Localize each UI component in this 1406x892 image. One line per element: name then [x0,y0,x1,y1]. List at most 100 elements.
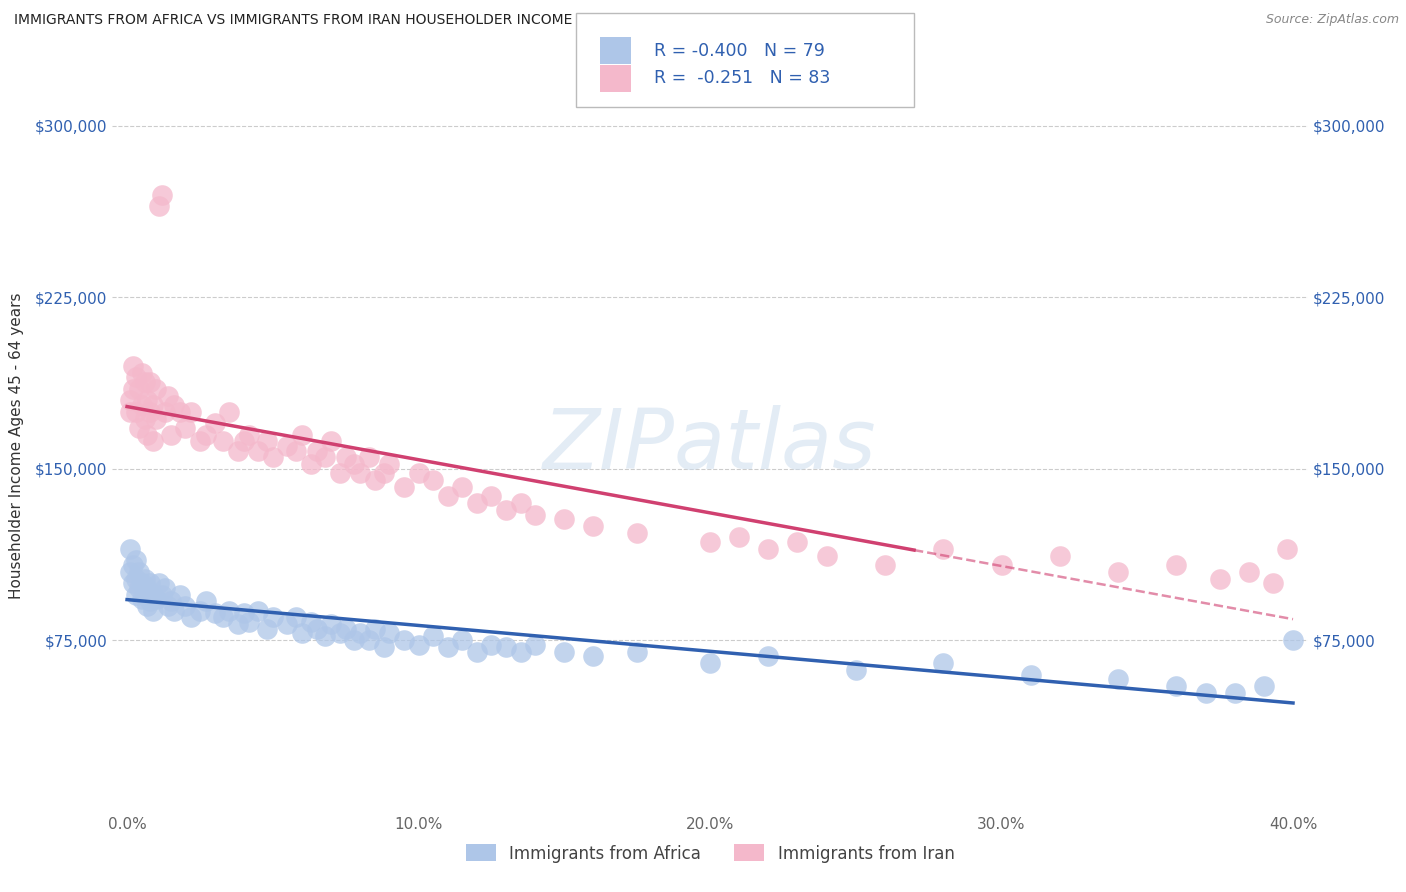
Point [128,581,150,595]
Point [1223,686,1246,700]
Point [174,420,197,434]
Point [212,434,235,449]
Point [136,581,159,595]
Point [873,558,896,572]
Point [148,576,170,591]
Point [329,626,352,640]
Point [319,434,342,449]
Point [150,588,173,602]
Point [343,633,366,648]
Point [436,640,458,655]
Point [148,199,170,213]
Point [408,638,430,652]
Point [335,450,357,465]
Point [131,366,153,380]
Point [163,603,186,617]
Point [180,405,202,419]
Point [329,467,352,481]
Point [436,489,458,503]
Point [134,411,156,425]
Point [364,473,387,487]
Point [134,588,156,602]
Point [150,187,173,202]
Point [218,603,240,617]
Point [276,617,298,632]
Point [1239,565,1261,579]
Point [451,480,474,494]
Point [699,535,721,549]
Point [204,606,226,620]
Point [226,617,249,632]
Point [305,443,328,458]
Point [756,649,779,664]
Point [495,640,517,655]
Point [118,541,141,556]
Point [524,508,547,522]
Point [1107,565,1129,579]
Point [932,656,955,670]
Point [1261,576,1284,591]
Point [218,405,240,419]
Point [285,443,308,458]
Point [451,633,474,648]
Y-axis label: Householder Income Ages 45 - 64 years: Householder Income Ages 45 - 64 years [8,293,24,599]
Point [142,398,165,412]
Point [314,629,336,643]
Point [139,594,162,608]
Point [262,610,284,624]
Point [291,427,314,442]
Point [204,416,226,430]
Point [125,588,148,602]
Point [194,594,217,608]
Point [728,530,751,544]
Point [495,503,517,517]
Point [139,576,162,591]
Point [118,393,141,408]
Point [1209,572,1232,586]
Point [582,649,605,664]
Point [276,439,298,453]
Point [756,541,779,556]
Point [247,603,270,617]
Point [1166,679,1188,693]
Point [509,496,531,510]
Point [786,535,808,549]
Point [314,450,336,465]
Point [134,375,156,389]
Point [145,411,167,425]
Point [1253,679,1275,693]
Text: ZIPatlas: ZIPatlas [543,406,877,486]
Point [1282,633,1305,648]
Point [122,576,145,591]
Point [169,588,191,602]
Text: Source: ZipAtlas.com: Source: ZipAtlas.com [1265,13,1399,27]
Point [136,393,159,408]
Text: R = -0.400   N = 79: R = -0.400 N = 79 [654,42,825,60]
Point [212,610,235,624]
Point [343,457,366,471]
Point [194,427,217,442]
Point [142,603,165,617]
Point [553,512,575,526]
Point [134,572,156,586]
Point [481,638,503,652]
Point [226,443,249,458]
Point [465,496,488,510]
Point [142,434,165,449]
Point [990,558,1012,572]
Point [131,398,153,412]
Text: R =  -0.251   N = 83: R = -0.251 N = 83 [654,70,830,87]
Point [335,622,357,636]
Point [136,427,159,442]
Point [509,645,531,659]
Point [553,645,575,659]
Point [408,467,430,481]
Point [153,581,176,595]
Point [299,457,322,471]
Point [125,405,148,419]
Point [364,622,387,636]
Text: IMMIGRANTS FROM AFRICA VS IMMIGRANTS FROM IRAN HOUSEHOLDER INCOME AGES 45 - 64 Y: IMMIGRANTS FROM AFRICA VS IMMIGRANTS FRO… [14,13,872,28]
Point [299,615,322,629]
Point [932,541,955,556]
Point [118,565,141,579]
